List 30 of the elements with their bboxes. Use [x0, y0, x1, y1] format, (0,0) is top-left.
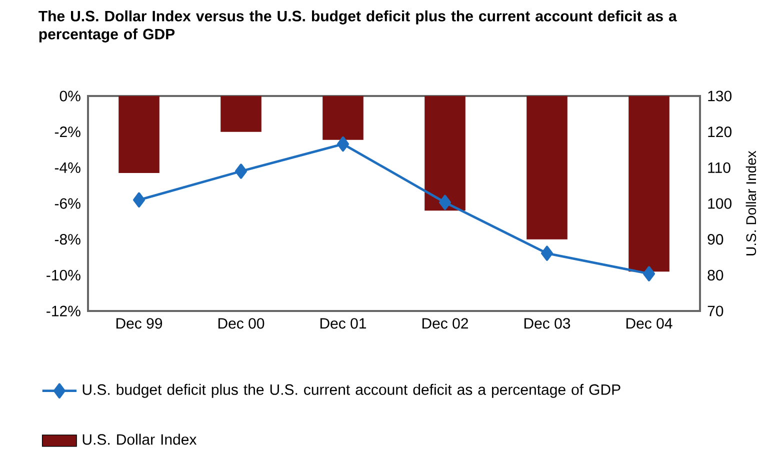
point [439, 194, 452, 210]
y-tick-label: -8% [54, 234, 80, 245]
point [133, 192, 146, 208]
y-tick-label: -10% [46, 270, 80, 280]
y2-tick-label: 120 [708, 126, 732, 138]
chart-title: The U.S. Dollar Index versus the U.S. budget deficit plus the current account deficit as a percentage of GDP [38, 10, 677, 42]
x-tick-label: Dec 04 [626, 318, 672, 329]
y2-tick-label: 130 [708, 90, 732, 102]
y-tick-label: -2% [54, 126, 80, 138]
x-tick-label: Dec 99 [116, 318, 162, 329]
y-tick-label: -6% [54, 198, 80, 209]
legend-label: U.S. budget deficit plus the U.S. current account deficit as a percentage of GDP [82, 384, 620, 398]
x-tick-label: Dec 00 [218, 318, 264, 329]
legend-label: U.S. Dollar Index [82, 434, 197, 445]
point [643, 266, 655, 282]
y2-tick-label: 90 [708, 234, 724, 245]
y-tick-label: 0% [60, 90, 80, 102]
y2-tick-label: 70 [708, 306, 724, 316]
x-tick-label: Dec 01 [320, 318, 366, 329]
y-tick-label: -12% [46, 306, 80, 316]
y2-tick-label: 110 [708, 162, 730, 173]
point [337, 136, 350, 152]
y2-axis-title: U.S. Dollar Index [746, 150, 756, 256]
point [235, 164, 248, 179]
y2-tick-label: 100 [708, 198, 732, 209]
x-tick-label: Dec 02 [422, 318, 468, 329]
point [541, 246, 554, 261]
y2-tick-label: 80 [708, 270, 724, 280]
y-tick-label: -4% [54, 162, 80, 173]
x-tick-label: Dec 03 [524, 318, 570, 329]
